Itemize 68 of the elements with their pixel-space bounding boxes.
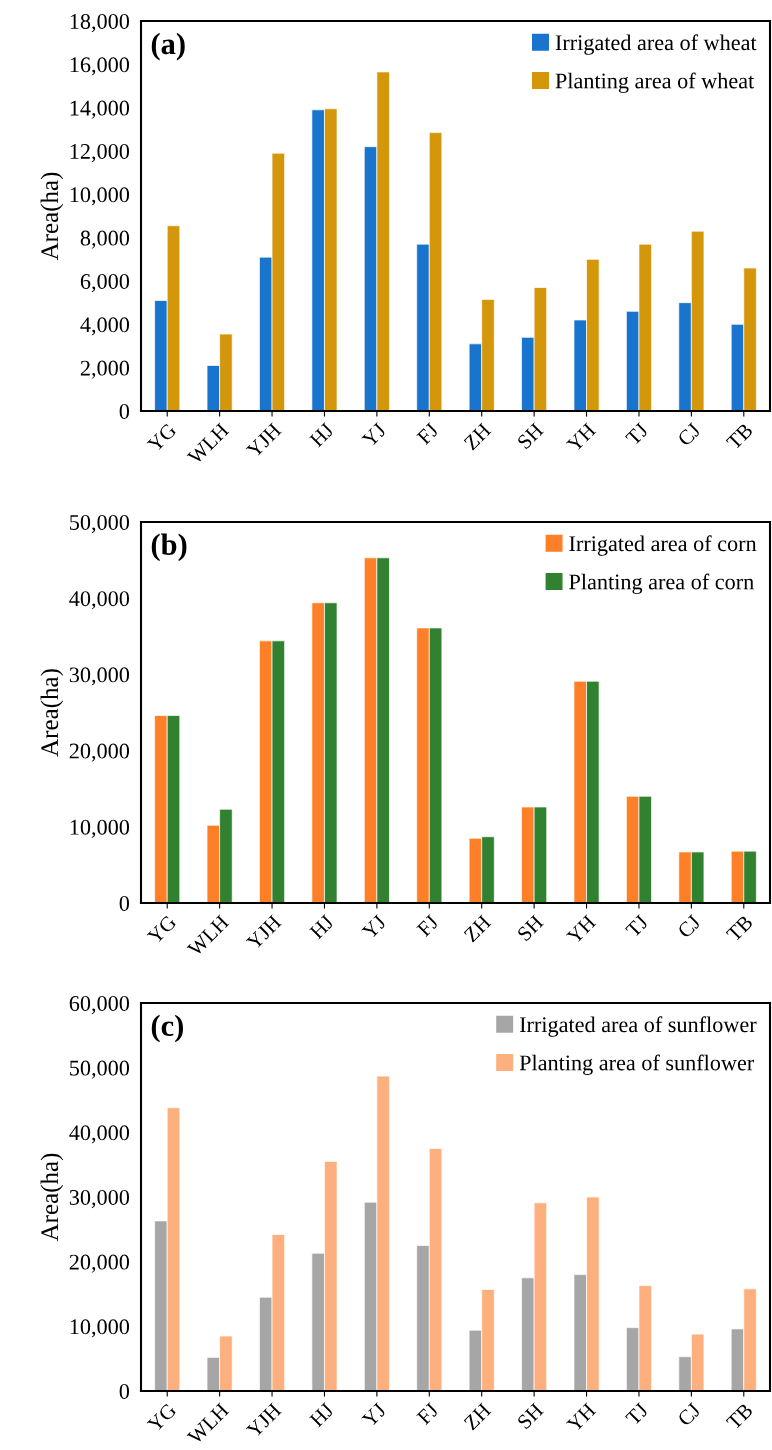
x-tick-label: SH <box>516 914 545 942</box>
x-tick-label: YJH <box>245 914 282 951</box>
y-tick-label: 0 <box>119 403 130 419</box>
y-tick-label: 30,000 <box>69 1189 130 1209</box>
x-tick-label: YJ <box>361 422 387 448</box>
y-axis-title: Area(ha) <box>40 1153 64 1242</box>
y-tick-label: 40,000 <box>69 591 130 610</box>
x-tick-label: YH <box>566 422 597 453</box>
x-tick-label: FJ <box>416 422 440 446</box>
y-tick-label: 50,000 <box>70 514 130 534</box>
y-tick-label: 2,000 <box>80 360 130 379</box>
y-tick-label: 12,000 <box>70 143 130 163</box>
y-tick-label: 16,000 <box>70 57 130 76</box>
x-tick-label: ZH <box>463 1402 492 1431</box>
legend-label: Planting area of sunflower <box>519 1054 755 1075</box>
legend-label: Irrigated area of wheat <box>555 34 757 55</box>
x-tick-label: FJ <box>416 914 440 938</box>
x-tick-label: HJ <box>309 914 335 940</box>
x-tick-label: YG <box>146 422 178 453</box>
y-tick-label: 6,000 <box>80 273 130 293</box>
x-tick-label: TJ <box>625 422 650 447</box>
y-tick-label: 50,000 <box>70 1060 130 1079</box>
x-tick-label: TB <box>725 422 754 451</box>
y-tick-label: 20,000 <box>69 743 130 762</box>
y-axis-title: Area(ha) <box>40 172 64 261</box>
x-tick-label: YG <box>146 1402 178 1433</box>
x-tick-label: CJ <box>676 1402 702 1427</box>
legend-label: Planting area of wheat <box>555 72 755 93</box>
y-tick-label: 20,000 <box>69 1254 130 1273</box>
x-tick-label: HJ <box>309 422 335 448</box>
x-tick-label: CJ <box>676 914 702 939</box>
x-tick-label: YJ <box>361 914 387 940</box>
x-tick-label: YJ <box>361 1402 387 1428</box>
x-tick-label: ZH <box>463 914 492 943</box>
x-tick-label: YG <box>146 914 178 945</box>
y-tick-label: 30,000 <box>69 667 130 686</box>
y-tick-label: 4,000 <box>80 317 130 336</box>
x-tick-label: HJ <box>309 1402 335 1428</box>
x-tick-label: SH <box>516 422 545 450</box>
x-tick-label: SH <box>516 1402 545 1430</box>
y-tick-label: 18,000 <box>70 13 130 33</box>
x-tick-label: YJH <box>245 422 282 459</box>
y-tick-label: 0 <box>119 895 130 911</box>
x-tick-label: TB <box>725 1402 754 1431</box>
y-axis-title: Area(ha) <box>40 669 64 757</box>
annotation: (b) <box>151 533 187 562</box>
x-tick-label: YJH <box>245 1402 282 1439</box>
annotation: (a) <box>151 32 185 61</box>
x-tick-label: FJ <box>416 1402 440 1426</box>
legend-label: Irrigated area of corn <box>569 535 757 556</box>
x-tick-label: YH <box>566 1402 597 1433</box>
legend-label: Irrigated area of sunflower <box>519 1016 757 1037</box>
y-tick-label: 0 <box>119 1383 130 1399</box>
legend-label: Planting area of corn <box>569 573 754 594</box>
x-tick-label: CJ <box>676 422 702 447</box>
x-tick-label: ZH <box>463 422 492 451</box>
x-tick-label: YH <box>566 914 597 945</box>
annotation: (c) <box>151 1014 183 1043</box>
y-tick-label: 40,000 <box>69 1125 130 1144</box>
y-tick-label: 10,000 <box>70 819 130 838</box>
y-tick-label: 10,000 <box>70 1319 130 1338</box>
y-tick-label: 8,000 <box>80 230 130 249</box>
y-tick-label: 60,000 <box>69 995 130 1015</box>
x-tick-label: TJ <box>625 1402 650 1427</box>
x-tick-label: TB <box>725 914 754 943</box>
y-tick-label: 10,000 <box>70 187 130 206</box>
x-tick-label: TJ <box>625 914 650 939</box>
y-tick-label: 14,000 <box>70 100 130 119</box>
